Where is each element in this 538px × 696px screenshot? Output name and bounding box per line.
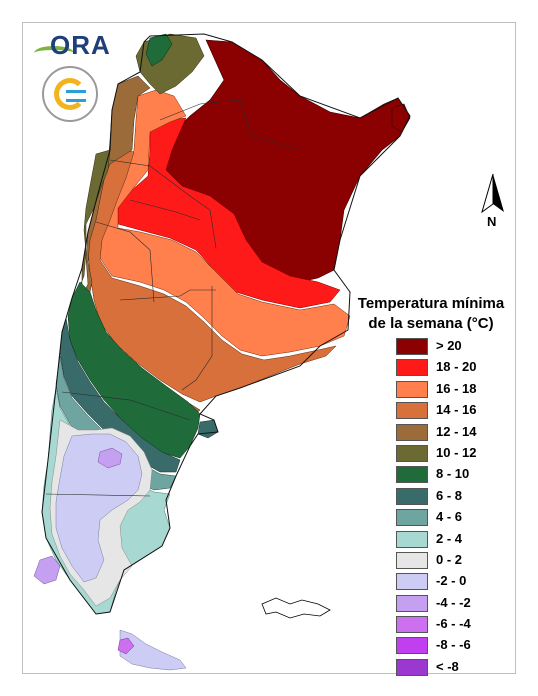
zone-minus6-minus4-tdf: [117, 637, 135, 655]
map-frame: [22, 22, 516, 674]
province-borders: [45, 99, 301, 497]
zone-8-10: [67, 281, 201, 459]
country-outline: [41, 33, 411, 615]
zone-misiones: [391, 103, 411, 133]
legend-swatch: [396, 616, 428, 634]
legend-title-line2: de la semana (°C): [368, 315, 494, 332]
zone-minus2-0-tdf: [119, 629, 187, 671]
legend-swatch: [396, 551, 428, 569]
legend-title: Temperatura mínima de la semana (°C): [336, 294, 526, 334]
wave-icon: [66, 90, 86, 102]
legend-label: 10 - 12: [436, 444, 477, 460]
ora-logo: ORA: [34, 30, 110, 60]
legend-label: 14 - 16: [436, 402, 477, 418]
zone-14-16: [87, 149, 337, 403]
legend-swatch: [396, 658, 428, 676]
falkland-islands: [261, 597, 331, 619]
ora-swoosh-icon: [34, 46, 74, 60]
ora-logo-text: ORA: [50, 30, 111, 60]
legend-swatch: [396, 487, 428, 505]
zone-minus4-minus2-south: [33, 555, 61, 585]
legend-swatch: [396, 573, 428, 591]
legend-label: 6 - 8: [436, 487, 463, 503]
legend-label: -8 - -6: [436, 637, 471, 653]
north-arrow: N: [478, 172, 508, 232]
zone-8-10-north: [145, 33, 173, 67]
zone-minus4-minus2: [97, 447, 123, 469]
legend-label: -2 - 0: [436, 573, 467, 589]
legend-swatch: [396, 380, 428, 398]
legend-swatch: [396, 466, 428, 484]
legend-label: 12 - 14: [436, 423, 477, 439]
legend-label: -4 - -2: [436, 594, 471, 610]
legend-label: > 20: [436, 338, 462, 353]
legend-swatch: [396, 530, 428, 548]
legend-label: -6 - -4: [436, 616, 471, 632]
legend-label: 16 - 18: [436, 380, 477, 396]
legend-label: 4 - 6: [436, 509, 463, 525]
sun-icon: [54, 78, 86, 110]
smn-logo: [42, 66, 98, 122]
north-arrow-icon: [481, 173, 504, 214]
legend-swatch: [396, 402, 428, 420]
legend-label: 18 - 20: [436, 359, 477, 375]
legend-swatch: [396, 509, 428, 527]
legend-title-line1: Temperatura mínima: [357, 295, 505, 312]
legend-swatch: [396, 594, 428, 612]
legend-label: 8 - 10: [436, 466, 470, 482]
zone-10-12-b: [75, 149, 111, 297]
legend-swatch: [396, 423, 428, 441]
legend-label: 0 - 2: [436, 551, 463, 567]
legend-label: < -8: [436, 658, 459, 674]
legend-swatch: [396, 359, 428, 377]
north-label: N: [487, 214, 497, 229]
legend-swatch: [396, 338, 428, 355]
zone-minus2-0: [55, 433, 143, 583]
legend-swatch: [396, 444, 428, 462]
legend-label: 2 - 4: [436, 530, 463, 546]
legend-swatch: [396, 637, 428, 655]
